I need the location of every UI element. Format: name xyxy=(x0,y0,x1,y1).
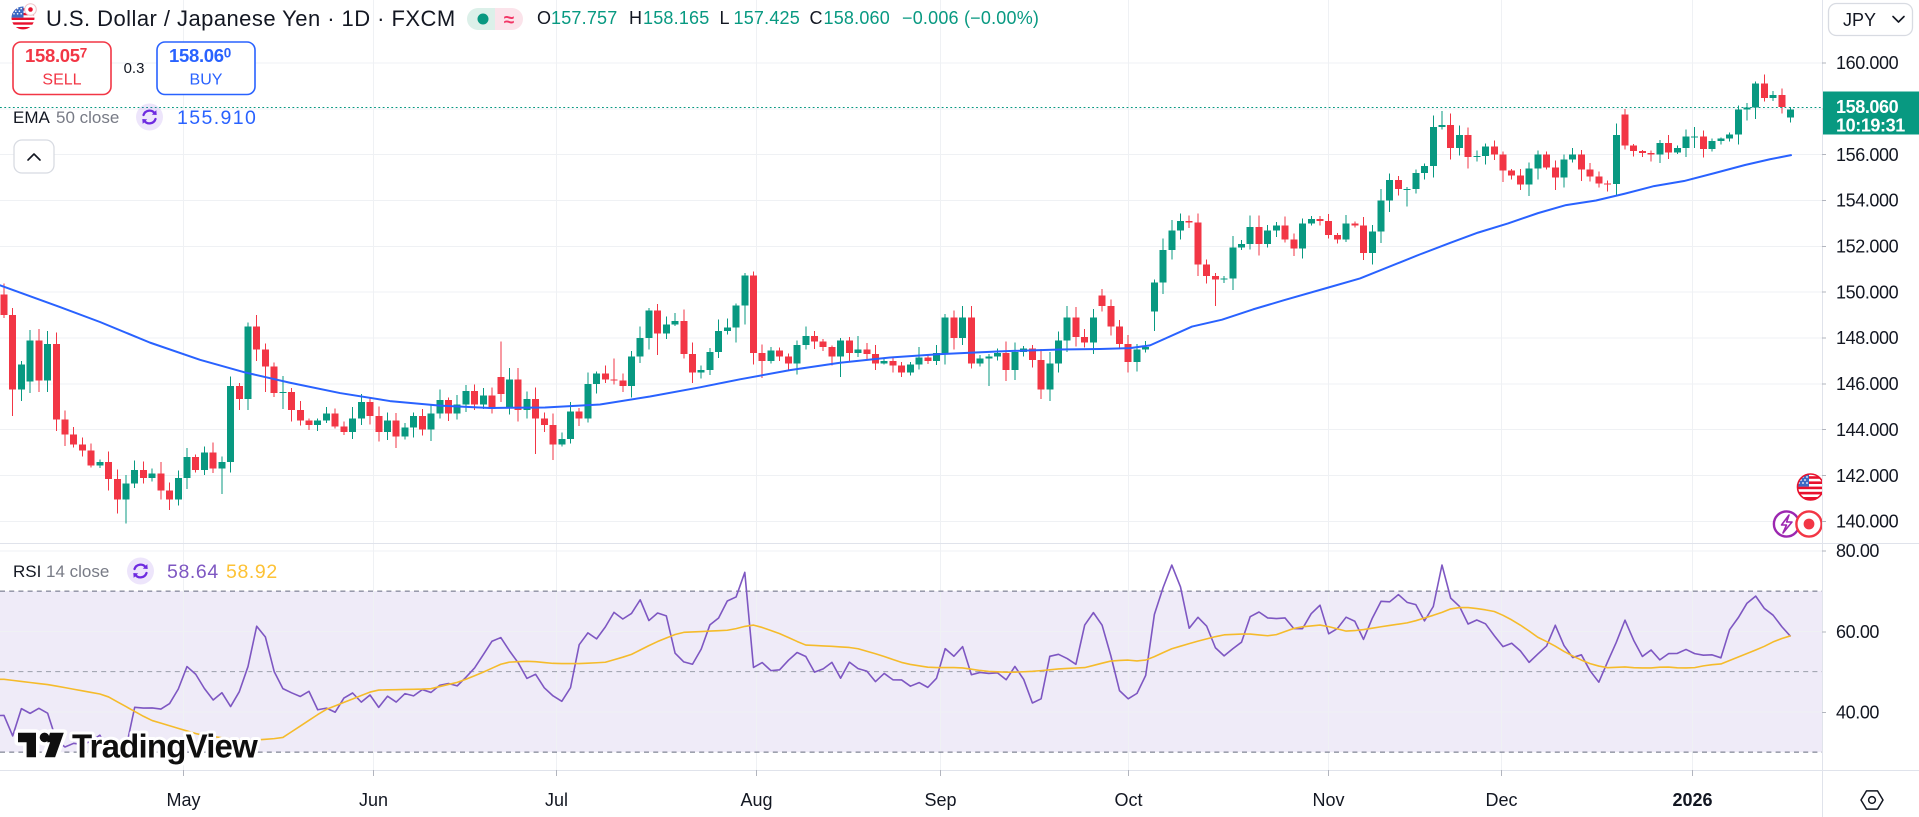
svg-text:144.000: 144.000 xyxy=(1836,420,1899,440)
svg-text:155.910: 155.910 xyxy=(177,107,257,129)
svg-text:58.64: 58.64 xyxy=(167,561,219,583)
svg-text:150.000: 150.000 xyxy=(1836,282,1899,302)
svg-text:60.00: 60.00 xyxy=(1836,622,1879,642)
svg-text:158.165: 158.165 xyxy=(643,8,709,28)
svg-text:14 close: 14 close xyxy=(46,562,109,581)
svg-text:≈: ≈ xyxy=(504,10,515,31)
svg-text:SELL: SELL xyxy=(42,72,81,89)
svg-text:−0.006 (−0.00%): −0.006 (−0.00%) xyxy=(902,8,1039,28)
svg-text:158.060: 158.060 xyxy=(1836,97,1899,117)
svg-text:Jul: Jul xyxy=(545,790,568,810)
svg-text:158.060: 158.060 xyxy=(824,8,890,28)
svg-text:0.3: 0.3 xyxy=(124,60,145,77)
svg-text:146.000: 146.000 xyxy=(1836,374,1899,394)
svg-text:U.S. Dollar / Japanese Yen · 1: U.S. Dollar / Japanese Yen · 1D · FXCM xyxy=(46,6,456,31)
svg-text:157.425: 157.425 xyxy=(734,8,800,28)
svg-text:RSI: RSI xyxy=(13,562,41,581)
svg-text:L: L xyxy=(720,8,730,28)
svg-text:142.000: 142.000 xyxy=(1836,466,1899,486)
svg-text:157.757: 157.757 xyxy=(551,8,617,28)
svg-text:40.00: 40.00 xyxy=(1836,703,1879,723)
svg-text:Aug: Aug xyxy=(740,790,772,810)
svg-text:Oct: Oct xyxy=(1114,790,1142,810)
svg-text:BUY: BUY xyxy=(190,72,223,89)
svg-text:58.92: 58.92 xyxy=(226,561,278,583)
svg-text:JPY: JPY xyxy=(1843,10,1876,30)
svg-text:O: O xyxy=(537,8,551,28)
svg-text:158.060: 158.060 xyxy=(169,45,231,66)
svg-text:50 close: 50 close xyxy=(56,108,119,127)
svg-text:Dec: Dec xyxy=(1485,790,1517,810)
svg-text:140.000: 140.000 xyxy=(1836,512,1899,532)
svg-text:TradingView: TradingView xyxy=(72,728,258,765)
svg-text:May: May xyxy=(166,790,200,810)
svg-text:160.000: 160.000 xyxy=(1836,53,1899,73)
svg-text:H: H xyxy=(629,8,642,28)
svg-text:152.000: 152.000 xyxy=(1836,237,1899,257)
svg-text:156.000: 156.000 xyxy=(1836,145,1899,165)
svg-text:Sep: Sep xyxy=(924,790,956,810)
svg-text:Nov: Nov xyxy=(1312,790,1344,810)
svg-text:Jun: Jun xyxy=(359,790,388,810)
svg-text:10:19:31: 10:19:31 xyxy=(1836,116,1905,136)
svg-text:EMA: EMA xyxy=(13,108,51,127)
svg-text:80.00: 80.00 xyxy=(1836,541,1879,561)
svg-text:158.057: 158.057 xyxy=(25,45,87,66)
svg-text:C: C xyxy=(810,8,823,28)
svg-text:148.000: 148.000 xyxy=(1836,328,1899,348)
svg-text:154.000: 154.000 xyxy=(1836,191,1899,211)
svg-text:2026: 2026 xyxy=(1672,790,1712,810)
